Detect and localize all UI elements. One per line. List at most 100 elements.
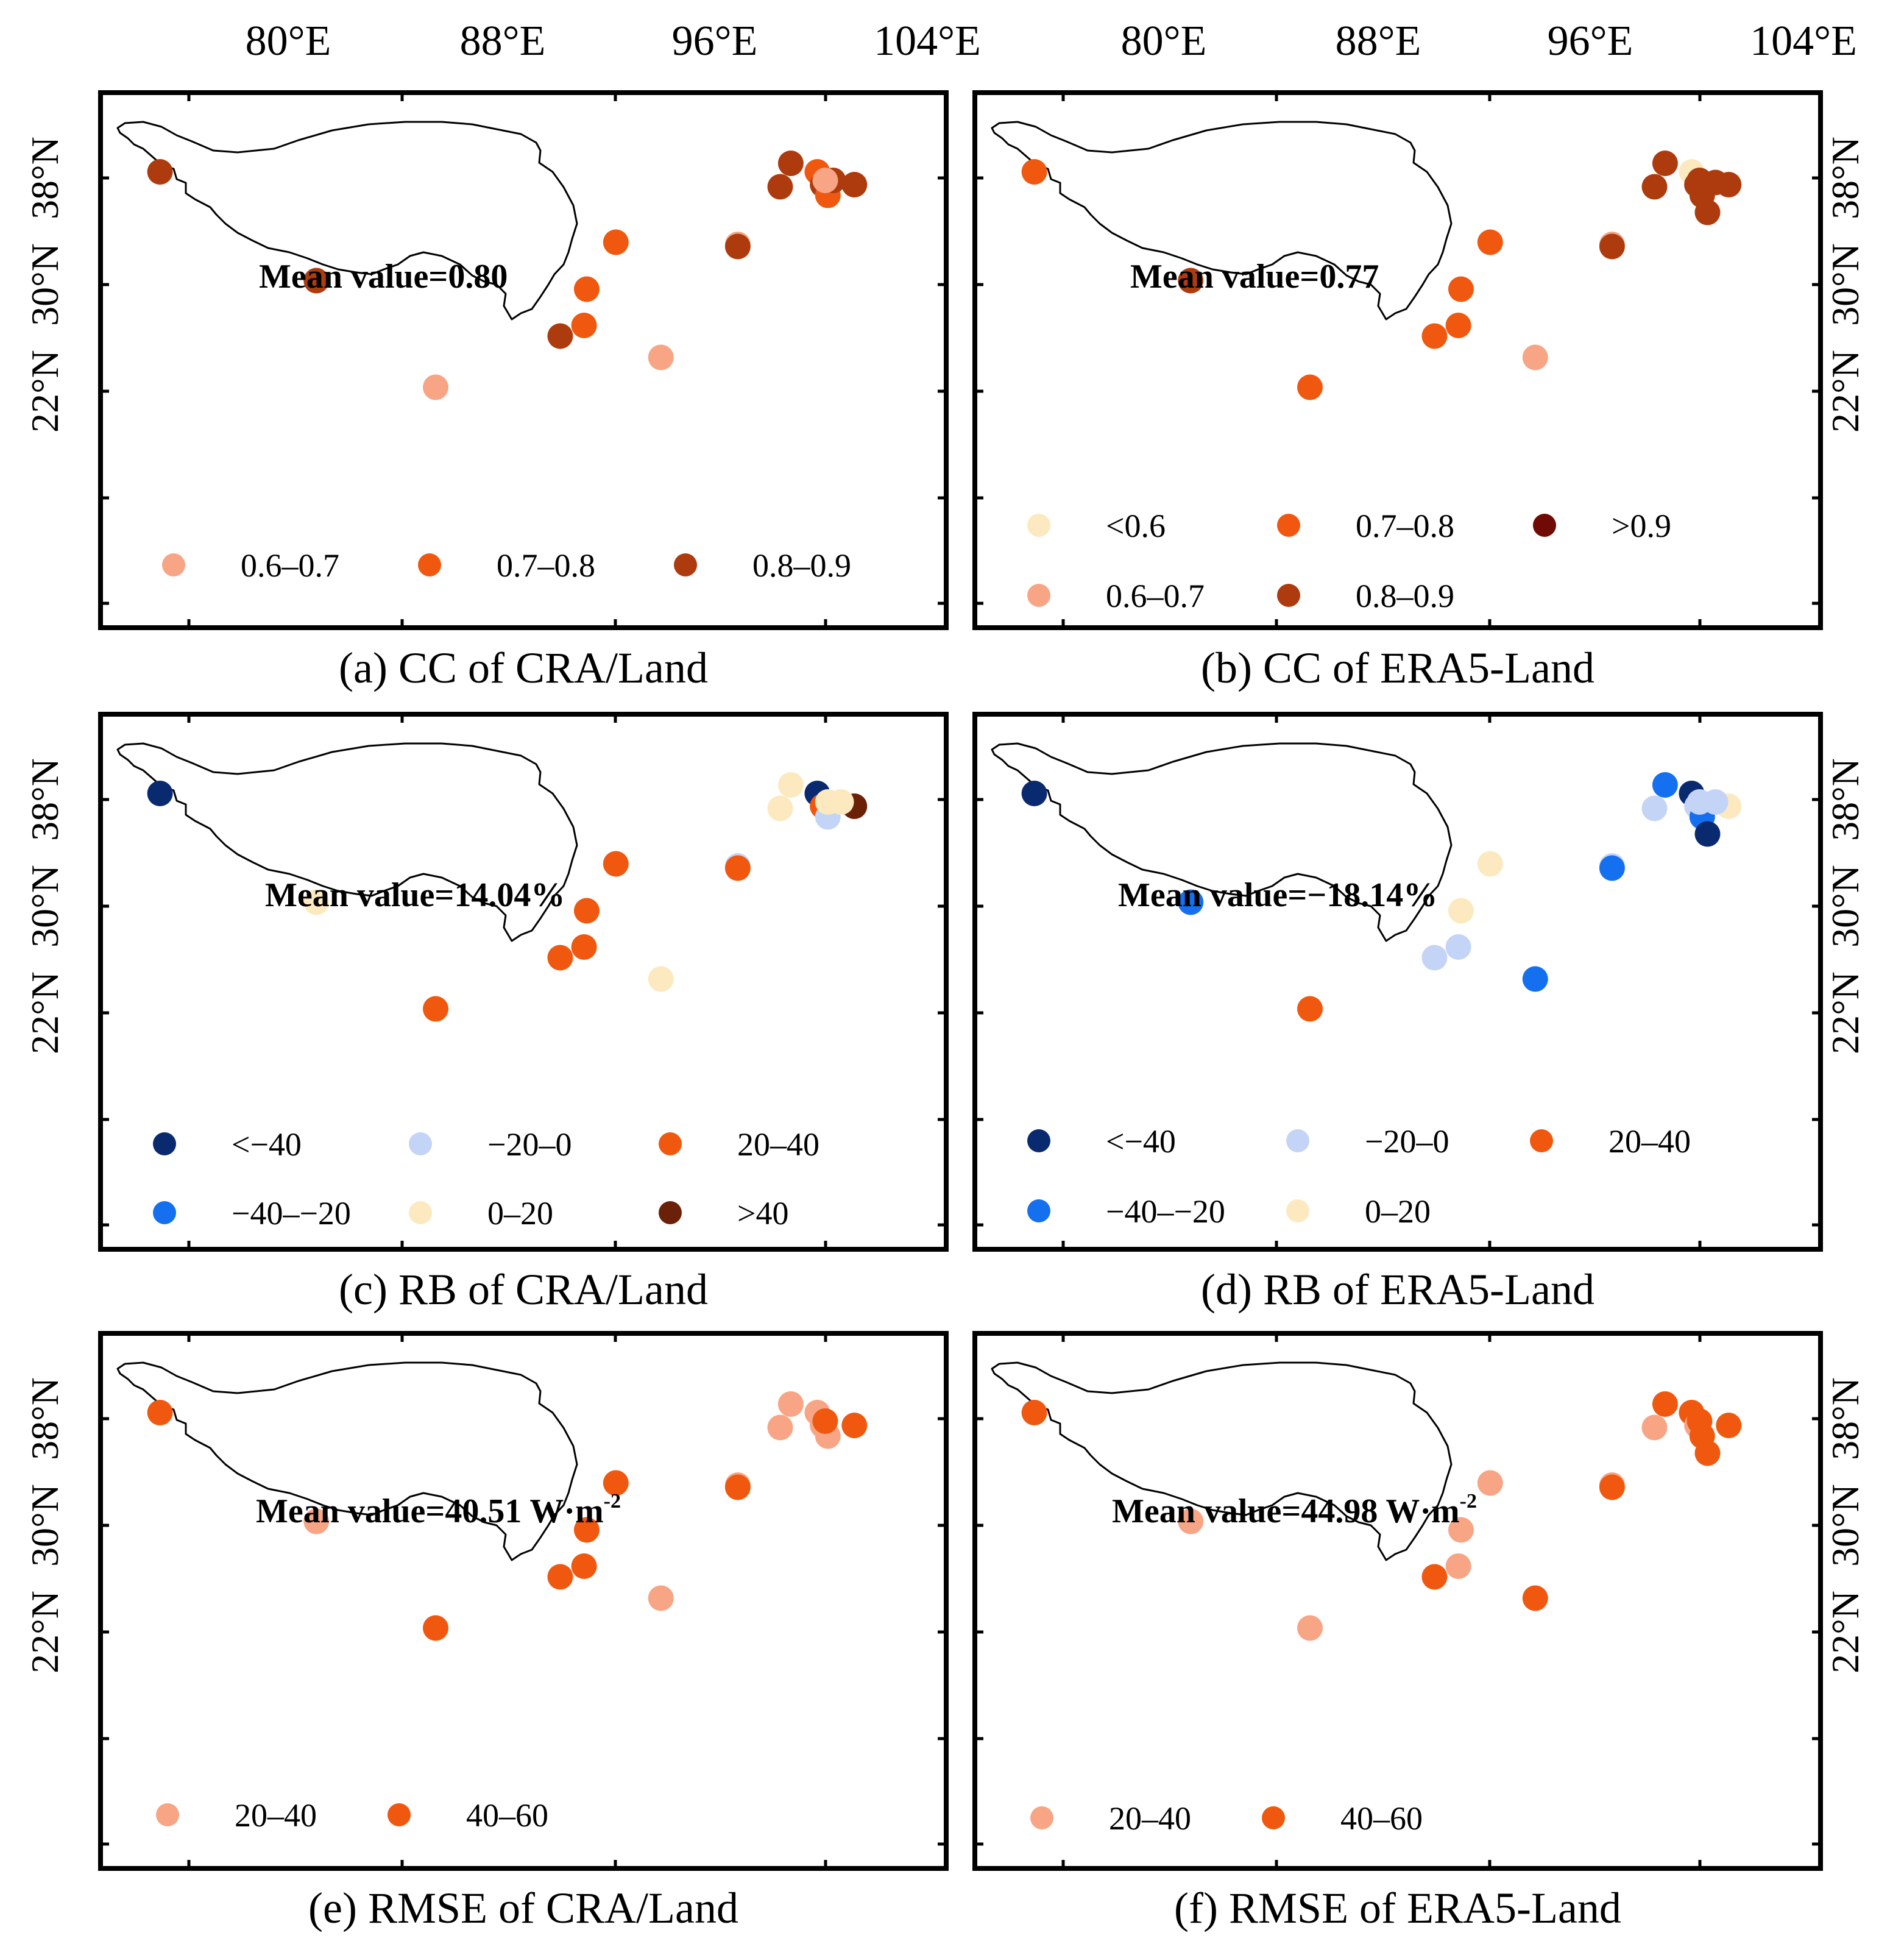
station-marker <box>603 851 629 877</box>
unit-exponent: -2 <box>1460 1490 1477 1513</box>
station-marker <box>1652 772 1678 798</box>
station-marker <box>1421 1564 1448 1590</box>
station-marker <box>1445 313 1471 338</box>
station-marker <box>573 276 600 302</box>
station-marker <box>1421 323 1448 349</box>
legend-swatch <box>1027 1199 1050 1222</box>
station-marker <box>812 1408 838 1434</box>
legend-label: 40–60 <box>1340 1800 1423 1837</box>
legend-swatch <box>162 553 185 576</box>
legend-item: −20–0 <box>409 1126 572 1163</box>
legend-swatch <box>388 1803 411 1826</box>
station-marker <box>841 172 868 197</box>
station-marker <box>724 233 751 260</box>
legend-item: 40–60 <box>1262 1800 1423 1837</box>
legend-item: 0.8–0.9 <box>674 547 851 584</box>
station-marker <box>648 344 674 371</box>
legend-label: 0–20 <box>1365 1193 1431 1230</box>
station-marker <box>841 1413 868 1438</box>
lat-label: 38°N <box>23 137 66 219</box>
legend-swatch <box>1286 1129 1309 1152</box>
legend-swatch <box>659 1201 682 1224</box>
legend-item: 20–40 <box>1530 1123 1691 1160</box>
station-marker <box>1297 1615 1323 1641</box>
legend-swatch <box>1277 514 1300 537</box>
station-marker <box>1445 934 1471 960</box>
lat-label: 38°N <box>23 1377 66 1460</box>
map-frame <box>98 712 949 1252</box>
station-marker <box>1445 1553 1471 1579</box>
legend-swatch <box>153 1201 176 1224</box>
station-marker <box>1178 268 1204 294</box>
legend-swatch <box>1027 1129 1050 1152</box>
lat-label: 22°N <box>1824 971 1867 1054</box>
map-panel-f: Mean value=44.98 W·m-2 20–40 40–60 <box>972 1331 1823 1871</box>
legend-swatch <box>1030 1806 1053 1829</box>
panel-caption-b: (b) CC of ERA5-Land <box>1201 644 1594 692</box>
legend-item: 0.7–0.8 <box>1277 508 1454 544</box>
legend-label: −40–−20 <box>1106 1193 1225 1230</box>
lat-label: 38°N <box>1824 758 1867 841</box>
station-marker <box>573 1517 600 1543</box>
lon-label: 96°E <box>672 18 758 65</box>
mean-value-label: Mean value=14.04% <box>265 876 565 914</box>
legend-swatch <box>659 1132 682 1155</box>
legend-item: <−40 <box>153 1126 302 1163</box>
station-marker <box>423 374 448 400</box>
panel-caption-c: (c) RB of CRA/Land <box>339 1265 708 1314</box>
legend-label: −20–0 <box>1365 1123 1449 1160</box>
station-marker <box>1702 169 1729 196</box>
station-marker <box>571 934 597 960</box>
mean-value-label: Mean value=0.77 <box>1130 258 1379 296</box>
station-marker <box>1021 159 1047 185</box>
legend-label: 0.6–0.7 <box>241 547 339 584</box>
legend-swatch <box>1277 584 1300 607</box>
station-marker <box>1599 1474 1625 1500</box>
legend-item: >0.9 <box>1533 508 1671 544</box>
legend-label: <0.6 <box>1106 508 1166 544</box>
station-marker <box>1477 229 1503 255</box>
station-marker <box>767 795 793 821</box>
legend-label: 0–20 <box>487 1195 553 1232</box>
legend-item: 20–40 <box>659 1126 819 1163</box>
station-marker <box>547 323 573 349</box>
legend-label: 20–40 <box>235 1797 317 1834</box>
legend-item: 0.6–0.7 <box>162 547 339 584</box>
station-marker <box>603 229 629 255</box>
map-frame <box>98 90 949 630</box>
lon-label: 96°E <box>1548 18 1633 65</box>
legend-swatch <box>1027 514 1050 537</box>
legend-label: 0.8–0.9 <box>1356 578 1454 614</box>
legend-swatch <box>1262 1806 1285 1829</box>
station-marker <box>828 789 854 815</box>
station-marker <box>1522 344 1548 371</box>
legend-label: 20–40 <box>1608 1123 1691 1160</box>
lat-label: 22°N <box>1824 350 1867 433</box>
station-marker <box>1686 1408 1713 1434</box>
station-marker <box>147 781 173 806</box>
map-frame <box>972 90 1823 630</box>
station-marker <box>571 1553 597 1579</box>
station-marker <box>1297 996 1323 1022</box>
lat-label: 30°N <box>1824 865 1867 948</box>
map-frame <box>972 1331 1823 1871</box>
legend-item: 0.8–0.9 <box>1277 578 1454 614</box>
station-marker <box>777 772 804 798</box>
map-frame <box>972 712 1823 1252</box>
legend-item: 20–40 <box>1030 1800 1191 1837</box>
lat-label: 38°N <box>1824 1377 1867 1460</box>
station-marker <box>767 174 793 200</box>
station-marker <box>1641 1414 1668 1441</box>
lat-label: 30°N <box>23 865 66 948</box>
lat-label: 30°N <box>1824 243 1867 326</box>
station-marker <box>1448 1517 1474 1543</box>
lat-label: 30°N <box>1824 1484 1867 1567</box>
legend-swatch <box>409 1201 432 1224</box>
legend-swatch <box>418 553 441 576</box>
legend-label: 0.7–0.8 <box>497 547 595 584</box>
station-marker <box>1021 1400 1047 1425</box>
mean-value-label: Mean value=0.80 <box>259 258 508 296</box>
station-marker <box>1694 199 1721 225</box>
legend-label: −40–−20 <box>232 1195 351 1232</box>
